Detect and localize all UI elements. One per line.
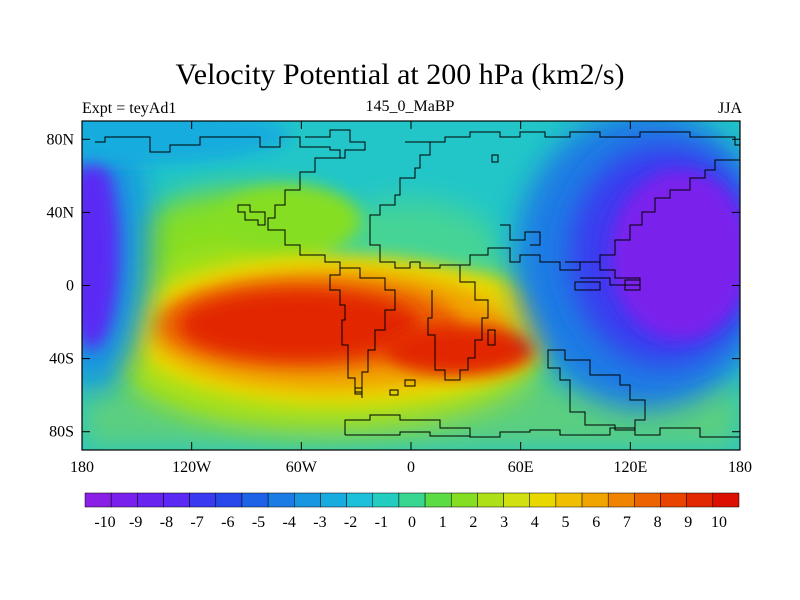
colorbar-label: 5 xyxy=(562,514,570,531)
y-tick-label: 40N xyxy=(46,204,74,221)
x-tick-label: 60E xyxy=(508,459,534,476)
colorbar-label: 8 xyxy=(654,514,662,531)
africa-coast xyxy=(410,261,489,381)
caspian-region-coast xyxy=(500,224,541,246)
x-axis: 180 120W 60W 0 60E 120E 180 xyxy=(70,121,752,476)
asia-south-coast xyxy=(460,247,581,271)
colorbar-label: 3 xyxy=(500,514,508,531)
colorbar-cell xyxy=(607,492,635,508)
colorbar-label: -3 xyxy=(313,514,326,531)
south-america-east-coast xyxy=(352,267,396,398)
australia-coast xyxy=(547,349,646,431)
colorbar-cell xyxy=(110,492,138,508)
velocity-potential-field xyxy=(82,121,740,450)
southeast-asia-islands xyxy=(574,279,641,291)
colorbar-label: -10 xyxy=(94,514,115,531)
y-tick-label: 0 xyxy=(66,278,74,295)
colorbar-label: 0 xyxy=(408,514,416,531)
colorbar-cell xyxy=(503,492,530,508)
colorbar-labels: -10 -9 -8 -7 -6 -5 -4 -3 -2 -1 0 1 2 3 4 5 6 7 8 9 10 xyxy=(94,514,727,531)
colorbar-cell xyxy=(267,492,295,508)
colorbar-cell xyxy=(215,492,243,508)
x-tick-label: 60W xyxy=(286,459,318,476)
colorbar-cell xyxy=(529,492,557,508)
colorbar-cell xyxy=(555,492,583,508)
north-america-coast xyxy=(95,136,352,269)
colorbar-cell xyxy=(189,492,217,508)
colorbar-label: -2 xyxy=(344,514,357,531)
colorbar-label: -6 xyxy=(221,514,234,531)
colorbar-label: 2 xyxy=(469,514,477,531)
colorbar-cell xyxy=(137,492,164,508)
south-america-coast xyxy=(329,267,363,398)
y-axis: 80N 40N 0 40S 80S xyxy=(46,131,740,441)
colorbar xyxy=(84,492,740,508)
colorbar-cell xyxy=(660,492,687,508)
greenland-coast xyxy=(305,129,366,159)
antarctica-west-coast xyxy=(345,431,470,437)
case-label: 145_0_MaBP xyxy=(365,98,455,115)
x-tick-label: 180 xyxy=(728,459,752,476)
colorbar-label: -8 xyxy=(160,514,173,531)
colorbar-label: -1 xyxy=(375,514,388,531)
eurasia-north-coast xyxy=(430,131,740,146)
colorbar-label: -9 xyxy=(129,514,142,531)
central-america-coast xyxy=(237,204,266,226)
colorbar-cell xyxy=(372,492,400,508)
chart-title: Velocity Potential at 200 hPa (km2/s) xyxy=(175,58,625,91)
colorbar-cell xyxy=(581,492,609,508)
colorbar-cell xyxy=(398,492,426,508)
colorbar-cell xyxy=(634,492,661,508)
colorbar-cell xyxy=(477,492,504,508)
small-islands xyxy=(354,154,499,396)
colorbar-cell xyxy=(686,492,714,508)
colorbar-cell xyxy=(163,492,190,508)
x-tick-label: 180 xyxy=(70,459,94,476)
x-tick-label: 0 xyxy=(407,459,415,476)
colorbar-cell xyxy=(450,492,478,508)
antarctica-coast xyxy=(344,414,740,438)
experiment-label: Expt = teyAd1 xyxy=(82,100,177,117)
asia-east-coast xyxy=(599,159,740,262)
colorbar-label: -7 xyxy=(190,514,203,531)
europe-africa-west-coast xyxy=(369,141,431,269)
madagascar-coast xyxy=(487,329,496,346)
colorbar-cell xyxy=(712,492,740,508)
coastlines xyxy=(95,129,740,438)
colorbar-label: 7 xyxy=(623,514,631,531)
colorbar-label: 9 xyxy=(684,514,692,531)
x-tick-label: 120E xyxy=(613,459,647,476)
colorbar-label: 6 xyxy=(592,514,600,531)
colorbar-label: -5 xyxy=(252,514,265,531)
colorbar-label: 10 xyxy=(711,514,727,531)
colorbar-label: 4 xyxy=(531,514,539,531)
colorbar-label: 1 xyxy=(439,514,447,531)
y-tick-label: 80S xyxy=(49,424,74,441)
season-label: JJA xyxy=(717,100,742,117)
colorbar-cell xyxy=(346,492,374,508)
x-tick-label: 120W xyxy=(172,459,212,476)
y-tick-label: 40S xyxy=(49,351,74,368)
colorbar-cell xyxy=(294,492,321,508)
colorbar-cell xyxy=(241,492,269,508)
maritime-continent-coast xyxy=(565,261,641,286)
colorbar-cell xyxy=(424,492,452,508)
y-tick-label: 80N xyxy=(46,131,74,148)
colorbar-cell xyxy=(320,492,347,508)
colorbar-label: -4 xyxy=(283,514,296,531)
colorbar-cell xyxy=(84,492,112,508)
